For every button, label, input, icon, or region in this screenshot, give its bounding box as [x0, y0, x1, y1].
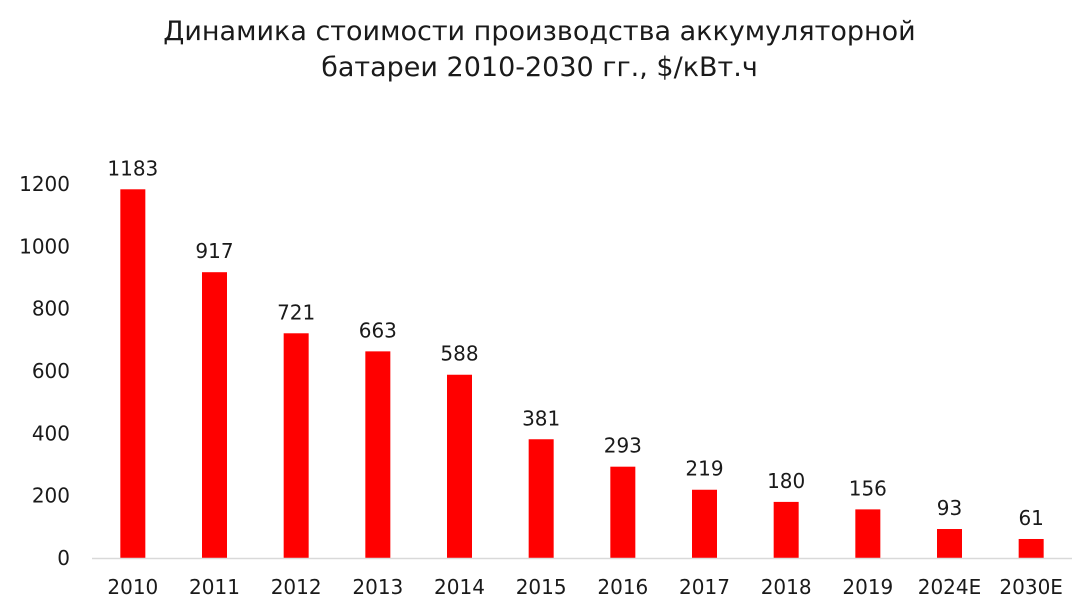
bars — [120, 189, 1044, 558]
bar-2016 — [610, 466, 636, 558]
y-tick-label: 0 — [57, 546, 70, 570]
chart-title: Динамика стоимости производства аккумуля… — [0, 14, 1079, 86]
data-label-2012: 721 — [277, 300, 315, 324]
x-tick-label-2024E: 2024E — [918, 575, 982, 599]
bar-2024E — [937, 529, 962, 558]
data-label-2010: 1183 — [107, 156, 158, 180]
bar-2015 — [528, 439, 554, 558]
data-label-2024E: 93 — [937, 496, 962, 520]
data-label-2013: 663 — [359, 318, 397, 342]
x-tick-label-2010: 2010 — [107, 575, 158, 599]
x-tick-label-2030E: 2030E — [999, 575, 1063, 599]
x-axis-ticks: 2010 2011 2012 2013 2014 2015 2016 2017 2018 2019… — [107, 575, 1063, 599]
data-label-2019: 156 — [849, 476, 887, 500]
x-tick-label-2019: 2019 — [842, 575, 893, 599]
x-tick-label-2015: 2015 — [516, 575, 567, 599]
x-tick-label-2016: 2016 — [597, 575, 648, 599]
x-tick-label-2018: 2018 — [761, 575, 812, 599]
data-label-2015: 381 — [522, 406, 560, 430]
data-label-2014: 588 — [440, 342, 478, 366]
y-axis-ticks: 0 200 400 600 800 1000 1200 — [19, 172, 70, 570]
bar-2013 — [365, 351, 391, 558]
bar-2014 — [447, 374, 472, 558]
y-tick-label: 200 — [32, 484, 70, 508]
x-tick-label-2011: 2011 — [189, 575, 240, 599]
bar-2030E — [1018, 538, 1044, 558]
x-tick-label-2012: 2012 — [271, 575, 322, 599]
y-tick-label: 600 — [32, 359, 70, 383]
y-tick-label: 1200 — [19, 172, 70, 196]
x-tick-label-2013: 2013 — [352, 575, 403, 599]
y-tick-label: 400 — [32, 421, 70, 445]
data-label-2016: 293 — [604, 434, 642, 458]
y-tick-label: 800 — [32, 297, 70, 321]
data-label-2030E: 61 — [1018, 506, 1043, 530]
bar-2018 — [773, 501, 799, 558]
bar-2019 — [855, 509, 881, 558]
bar-2011 — [202, 272, 227, 558]
bar-2017 — [692, 489, 717, 558]
data-label-2018: 180 — [767, 469, 805, 493]
data-labels: 1183 917 721 663 588 381 293 219 180 156 93 61 — [107, 156, 1044, 530]
data-label-2011: 917 — [195, 239, 233, 263]
chart-title-line-2: батареи 2010-2030 гг., $/кВт.ч — [321, 52, 758, 83]
chart-title-line-1: Динамика стоимости производства аккумуля… — [163, 16, 916, 47]
bar-2010 — [120, 189, 146, 558]
bar-2012 — [283, 333, 309, 558]
y-tick-label: 1000 — [19, 234, 70, 258]
data-label-2017: 219 — [685, 457, 723, 481]
x-tick-label-2017: 2017 — [679, 575, 730, 599]
x-tick-label-2014: 2014 — [434, 575, 485, 599]
